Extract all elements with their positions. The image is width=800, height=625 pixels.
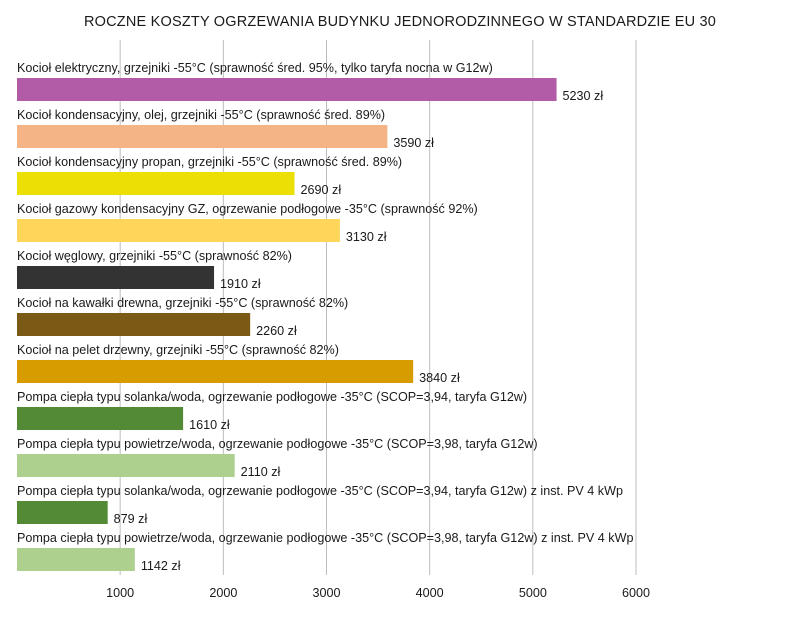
value-label: 1610 zł xyxy=(189,418,230,432)
category-label: Pompa ciepła typu powietrze/woda, ogrzew… xyxy=(17,531,634,545)
bars xyxy=(17,78,557,571)
bar xyxy=(17,313,251,336)
value-label: 2690 zł xyxy=(301,183,342,197)
value-label: 2260 zł xyxy=(256,324,297,338)
category-label: Kocioł kondensacyjny propan, grzejniki -… xyxy=(17,155,402,169)
bar xyxy=(17,266,215,289)
category-label: Kocioł węglowy, grzejniki -55°C (sprawno… xyxy=(17,249,292,263)
bar xyxy=(17,78,557,101)
bar xyxy=(17,501,108,524)
labels: Kocioł elektryczny, grzejniki -55°C (spr… xyxy=(17,61,634,573)
value-label: 1142 zł xyxy=(141,559,181,573)
bar xyxy=(17,360,414,383)
value-label: 2110 zł xyxy=(241,465,281,479)
bar xyxy=(17,548,135,571)
category-label: Kocioł kondensacyjny, olej, grzejniki -5… xyxy=(17,108,385,122)
category-label: Pompa ciepła typu powietrze/woda, ogrzew… xyxy=(17,437,538,451)
category-label: Pompa ciepła typu solanka/woda, ogrzewan… xyxy=(17,484,623,498)
category-label: Pompa ciepła typu solanka/woda, ogrzewan… xyxy=(17,390,527,404)
x-axis-ticks: 1000 2000 3000 4000 5000 6000 xyxy=(106,586,650,600)
x-tick-label: 5000 xyxy=(519,586,547,600)
x-tick-label: 3000 xyxy=(312,586,340,600)
value-label: 3840 zł xyxy=(419,371,460,385)
grid-lines xyxy=(119,40,637,575)
x-tick-label: 1000 xyxy=(106,586,134,600)
chart-title: ROCZNE KOSZTY OGRZEWANIA BUDYNKU JEDNORO… xyxy=(83,14,717,30)
bar xyxy=(17,172,295,195)
value-label: 3590 zł xyxy=(393,136,434,150)
bar xyxy=(17,219,340,242)
value-label: 5230 zł xyxy=(563,89,604,103)
value-label: 879 zł xyxy=(114,512,148,526)
category-label: Kocioł na pelet drzewny, grzejniki -55°C… xyxy=(17,343,339,357)
value-label: 1910 zł xyxy=(220,277,261,291)
bar xyxy=(17,125,388,148)
value-label: 3130 zł xyxy=(346,230,387,244)
category-label: Kocioł gazowy kondensacyjny GZ, ogrzewan… xyxy=(17,202,478,216)
category-label: Kocioł elektryczny, grzejniki -55°C (spr… xyxy=(17,61,493,75)
category-label: Kocioł na kawałki drewna, grzejniki -55°… xyxy=(17,296,348,310)
x-tick-label: 6000 xyxy=(622,586,650,600)
x-tick-label: 4000 xyxy=(416,586,444,600)
bar xyxy=(17,407,184,430)
bar xyxy=(17,454,235,477)
x-tick-label: 2000 xyxy=(209,586,237,600)
